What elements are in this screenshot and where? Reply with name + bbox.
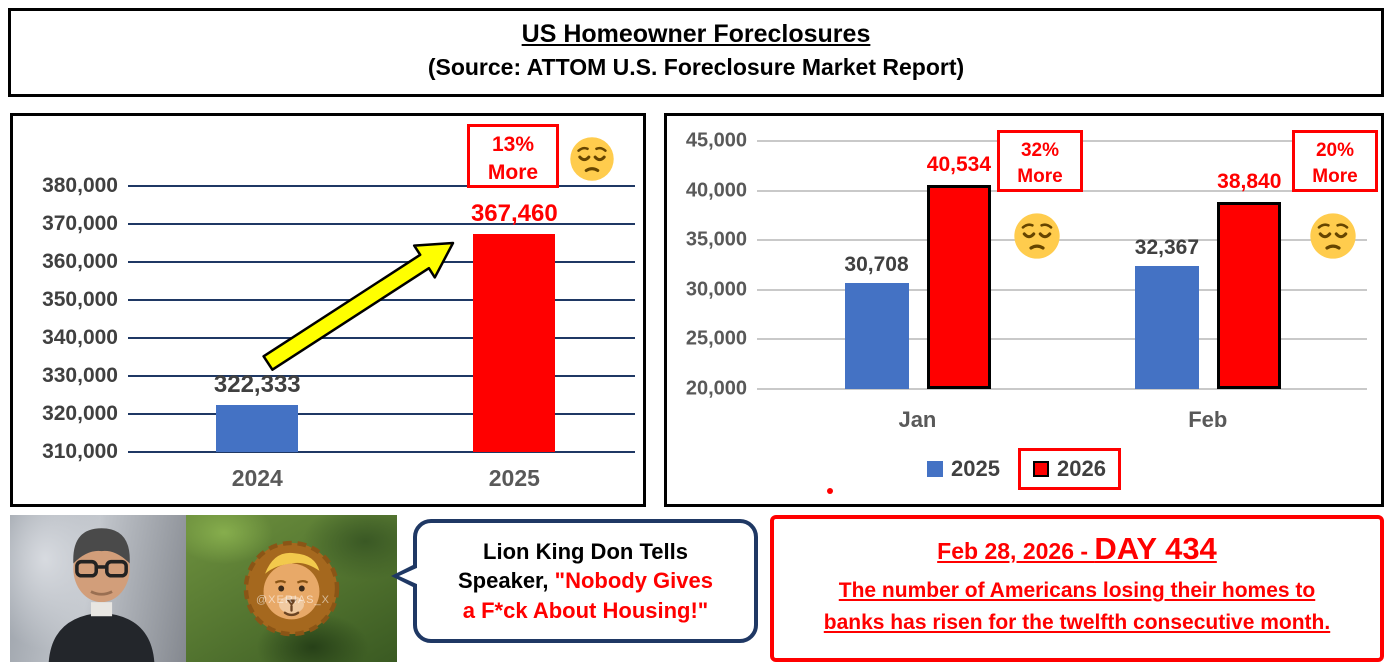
gridline: [128, 413, 635, 415]
monthly-bar-chart: 20,000 25,000 30,000 35,000 40,000 45,000 30,7…: [667, 116, 1381, 504]
pct-increase-word: More: [1312, 165, 1358, 187]
pct-increase-box-jan: 32% More: [997, 130, 1083, 192]
plot-area: 310,000 320,000 330,000 340,000 350,000 360,0…: [42, 174, 635, 491]
bar-feb-2025: [1134, 266, 1199, 389]
bar-jan-2026: [926, 185, 991, 389]
pct-increase-word: More: [487, 161, 539, 185]
watermark: @XERIAS_X: [256, 594, 330, 607]
legend-swatch-2026: [1033, 461, 1049, 477]
bar-2024: [216, 405, 299, 452]
y-axis-label: 320,000: [42, 402, 118, 425]
increase-arrow-icon: [262, 241, 455, 371]
annual-bar-chart: 310,000 320,000 330,000 340,000 350,000 360,0…: [13, 116, 643, 504]
day-counter: DAY 434: [1094, 531, 1217, 566]
y-axis-label: 360,000: [42, 250, 118, 273]
annual-chart-panel: 310,000 320,000 330,000 340,000 350,000 360,0…: [10, 113, 646, 507]
bar-value-label: 30,708: [844, 252, 909, 276]
y-axis-label: 40,000: [685, 179, 747, 202]
speaker-photo: [10, 515, 186, 662]
bar-value-label: 367,460: [470, 199, 558, 227]
y-axis-label: 330,000: [42, 364, 118, 387]
bar-value-label: 32,367: [1134, 236, 1200, 260]
gridline: [128, 223, 635, 225]
legend-item-2025: 2025: [927, 456, 1000, 482]
page-subtitle: (Source: ATTOM U.S. Foreclosure Market R…: [427, 54, 965, 80]
pct-increase-value: 20%: [1315, 140, 1355, 161]
gridline: [757, 338, 1367, 341]
stray-dot: [827, 488, 833, 494]
legend-label-2025: 2025: [951, 456, 1000, 481]
bar-jan-2025: [844, 282, 909, 389]
pct-increase-value: 32%: [1020, 140, 1060, 161]
y-axis-label: 35,000: [685, 228, 747, 251]
x-axis-label: Feb: [1188, 407, 1228, 432]
callout-date: Feb 28, 2026 - DAY 434: [937, 531, 1217, 566]
pensive-emoji: [1013, 212, 1061, 260]
plot-area: 20,000 25,000 30,000 35,000 40,000 45,000 30,7…: [686, 130, 1367, 432]
y-axis-label: 370,000: [42, 212, 118, 235]
gridline: [757, 388, 1367, 390]
callout-body: The number of Americans losing their hom…: [823, 579, 1331, 634]
legend-item-2026: 2026: [1018, 448, 1121, 490]
pensive-emoji: [569, 136, 615, 182]
speaker-portrait: [48, 528, 155, 662]
speech-line1: Lion King Don Tells: [483, 539, 688, 565]
y-axis-label: 350,000: [42, 288, 118, 311]
monthly-chart-panel: 20,000 25,000 30,000 35,000 40,000 45,000 30,7…: [664, 113, 1384, 507]
y-axis-label: 20,000: [685, 377, 747, 400]
x-axis-label: 2024: [231, 465, 283, 491]
status-callout: Feb 28, 2026 - DAY 434 The number of Ame…: [770, 515, 1384, 662]
speech-line2: Speaker, "Nobody Gives: [458, 568, 713, 594]
gridline: [757, 288, 1367, 291]
gridline: [128, 375, 635, 377]
y-axis-label: 45,000: [685, 129, 747, 152]
pensive-emoji: [1309, 212, 1357, 260]
chart-legend: 2025 2026: [667, 448, 1381, 490]
speech-line3: a F*ck About Housing!": [462, 597, 709, 623]
speech-bubble: Lion King Don Tells Speaker, "Nobody Giv…: [391, 519, 758, 643]
bar-feb-2026: [1217, 202, 1282, 389]
y-axis-label: 340,000: [42, 326, 118, 349]
bar-value-label: 322,333: [213, 371, 301, 399]
x-axis-label: Jan: [898, 407, 937, 432]
meme-photos: @XERIAS_X: [10, 515, 397, 662]
pct-increase-value: 13%: [491, 133, 535, 156]
bar-value-label: 38,840: [1217, 170, 1282, 194]
y-axis-label: 30,000: [685, 278, 747, 301]
y-axis-label: 310,000: [42, 440, 118, 463]
pct-increase-word: More: [1017, 165, 1063, 187]
lion-illustration: [243, 540, 340, 637]
header-box: US Homeowner Foreclosures (Source: ATTOM…: [8, 8, 1384, 97]
gridline: [757, 239, 1367, 242]
legend-label-2026: 2026: [1057, 456, 1106, 481]
gridline: [128, 337, 635, 339]
page-title: US Homeowner Foreclosures: [521, 20, 871, 48]
legend-swatch-2025: [927, 461, 944, 477]
lion-king-photo: @XERIAS_X: [186, 515, 397, 662]
gridline: [128, 261, 635, 263]
pct-increase-box-feb: 20% More: [1292, 130, 1378, 192]
gridline: [128, 185, 635, 187]
bar-2025: [473, 233, 556, 452]
x-axis-label: 2025: [488, 465, 540, 491]
y-axis-label: 25,000: [685, 327, 747, 350]
speech-text: Lion King Don Tells Speaker, "Nobody Giv…: [458, 537, 713, 624]
y-axis-label: 380,000: [42, 174, 118, 197]
gridline: [128, 451, 635, 453]
pct-increase-box-annual: 13% More: [467, 124, 559, 188]
bar-value-label: 40,534: [926, 153, 992, 177]
